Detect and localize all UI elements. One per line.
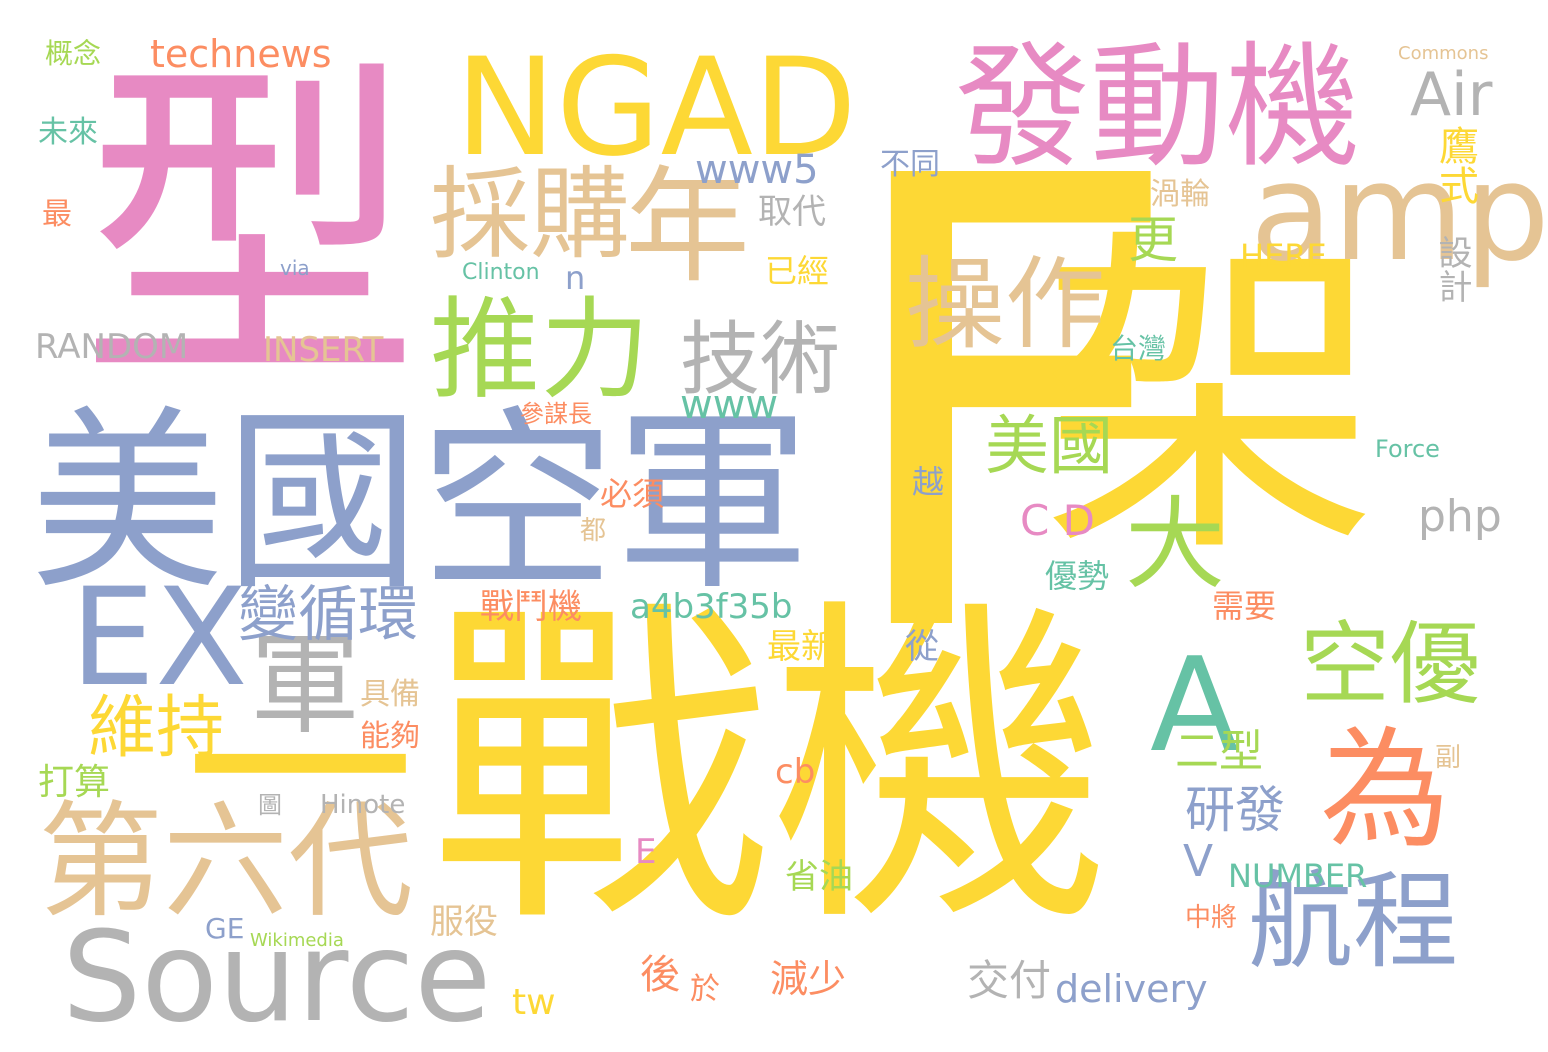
word-Hinote: Hinote <box>320 790 406 820</box>
word-youshi: 優勢 <box>1045 557 1110 595</box>
word-geng: 更 <box>1128 211 1178 269</box>
word-bianxunhuan: 變循環 <box>238 580 418 650</box>
word-www5: www5 <box>695 147 819 193</box>
word-bixu: 必須 <box>600 475 665 513</box>
word-meiguo: 美國 <box>985 410 1113 484</box>
word-php: php <box>1418 491 1502 542</box>
word-jianshao: 減少 <box>770 957 847 1001</box>
word-hou: 後 <box>640 952 680 998</box>
word-yingshi: 鷹式 <box>1432 125 1478 205</box>
word-tu: 圖 <box>258 791 282 819</box>
word-jubei: 具備 <box>360 677 420 712</box>
word-fadongji: 發動機 <box>955 29 1360 186</box>
word-Clinton: Clinton <box>462 260 540 285</box>
word-yue: 越 <box>907 465 945 497</box>
word-NGAD: NGAD <box>455 29 857 186</box>
word-kongyou: 空優 <box>1300 612 1480 717</box>
word-da: 大 <box>1125 486 1225 603</box>
word-tw: tw <box>512 982 556 1023</box>
word-delivery: delivery <box>1055 967 1208 1011</box>
word-cb: cb <box>775 752 816 792</box>
word-amp: amp <box>1250 134 1548 291</box>
word-GE: GE <box>205 912 245 945</box>
word-shengyou: 省油 <box>785 857 853 897</box>
word-technews: technews <box>150 32 332 76</box>
word-butong: 不同 <box>880 147 940 182</box>
word-ertype: 二型 <box>1175 726 1263 777</box>
word-dasuan: 打算 <box>38 762 111 803</box>
word-Commons: Commons <box>1398 43 1489 64</box>
word-xuyao: 需要 <box>1212 587 1277 625</box>
word-yijing: 已經 <box>765 252 830 290</box>
word-diliudai: 第六代 <box>38 790 413 935</box>
word-fu: 副 <box>1435 743 1462 773</box>
word-Force: Force <box>1375 435 1440 463</box>
word-F: F <box>830 49 1187 770</box>
word-hangcheng: 航程 <box>1248 861 1459 983</box>
word-E: E <box>635 832 657 872</box>
word-V: V <box>1183 836 1214 887</box>
word-cong: 從 <box>905 627 939 667</box>
word-jishu: 技術 <box>680 313 840 406</box>
word-INSERT: INSERT <box>263 330 384 370</box>
word-wolun: 渦輪 <box>1150 177 1210 212</box>
word-nian: 年 <box>625 155 750 300</box>
word-weilai: 未來 <box>38 115 98 150</box>
word-A: A <box>1150 629 1239 781</box>
word-weichi: 維持 <box>88 689 225 768</box>
word-HERE: HERE <box>1240 237 1327 275</box>
word-yanfa: 研發 <box>1185 781 1285 839</box>
word-jiaofu: 交付 <box>967 956 1052 1005</box>
word-zhanji: 戰機 <box>430 572 1110 968</box>
word-fuyi: 服役 <box>430 902 498 942</box>
word-yu: 於 <box>690 972 720 1007</box>
word-gainian: 概念 <box>45 37 102 70</box>
word-taiwan: 台灣 <box>1110 332 1167 365</box>
word-via: via <box>280 256 310 280</box>
word-tuili: 推力 <box>430 286 650 414</box>
word-CD: C D <box>1020 496 1096 545</box>
word-wei: 為 <box>1320 714 1451 866</box>
word-zhandouji: 戰鬥機 <box>480 587 582 627</box>
word-yi: 一 <box>185 641 416 908</box>
word-nenggou: 能夠 <box>360 719 420 754</box>
word-jia: 架 <box>1040 202 1380 598</box>
word-source: Source <box>62 905 492 1050</box>
word-Wikimedia: Wikimedia <box>250 930 344 951</box>
word-n: n <box>565 259 586 297</box>
word-Air: Air <box>1410 60 1493 130</box>
word-sheji: 設計 <box>1432 235 1472 303</box>
word-qudai: 取代 <box>758 192 826 232</box>
word-EX: EX <box>70 559 248 716</box>
word-caigou: 採購 <box>430 156 630 273</box>
word-dou: 都 <box>580 516 607 546</box>
word-www: www <box>680 382 779 428</box>
word-zuixin: 最新 <box>767 627 835 667</box>
word-caozuo: 操作 <box>905 246 1105 363</box>
word-a4b3f35b: a4b3f35b <box>630 587 793 627</box>
word-zui: 最 <box>42 197 72 232</box>
word-xing: 型 <box>80 32 420 428</box>
word-jun: 軍 <box>250 621 360 749</box>
word-zhongjiang: 中將 <box>1185 903 1238 933</box>
word-RANDOM: RANDOM <box>35 327 189 367</box>
word-NUMBER: NUMBER <box>1228 857 1368 895</box>
word-meiguokongjun: 美國空軍 <box>30 389 810 616</box>
word-canmouzhang: 參謀長 <box>520 400 592 428</box>
